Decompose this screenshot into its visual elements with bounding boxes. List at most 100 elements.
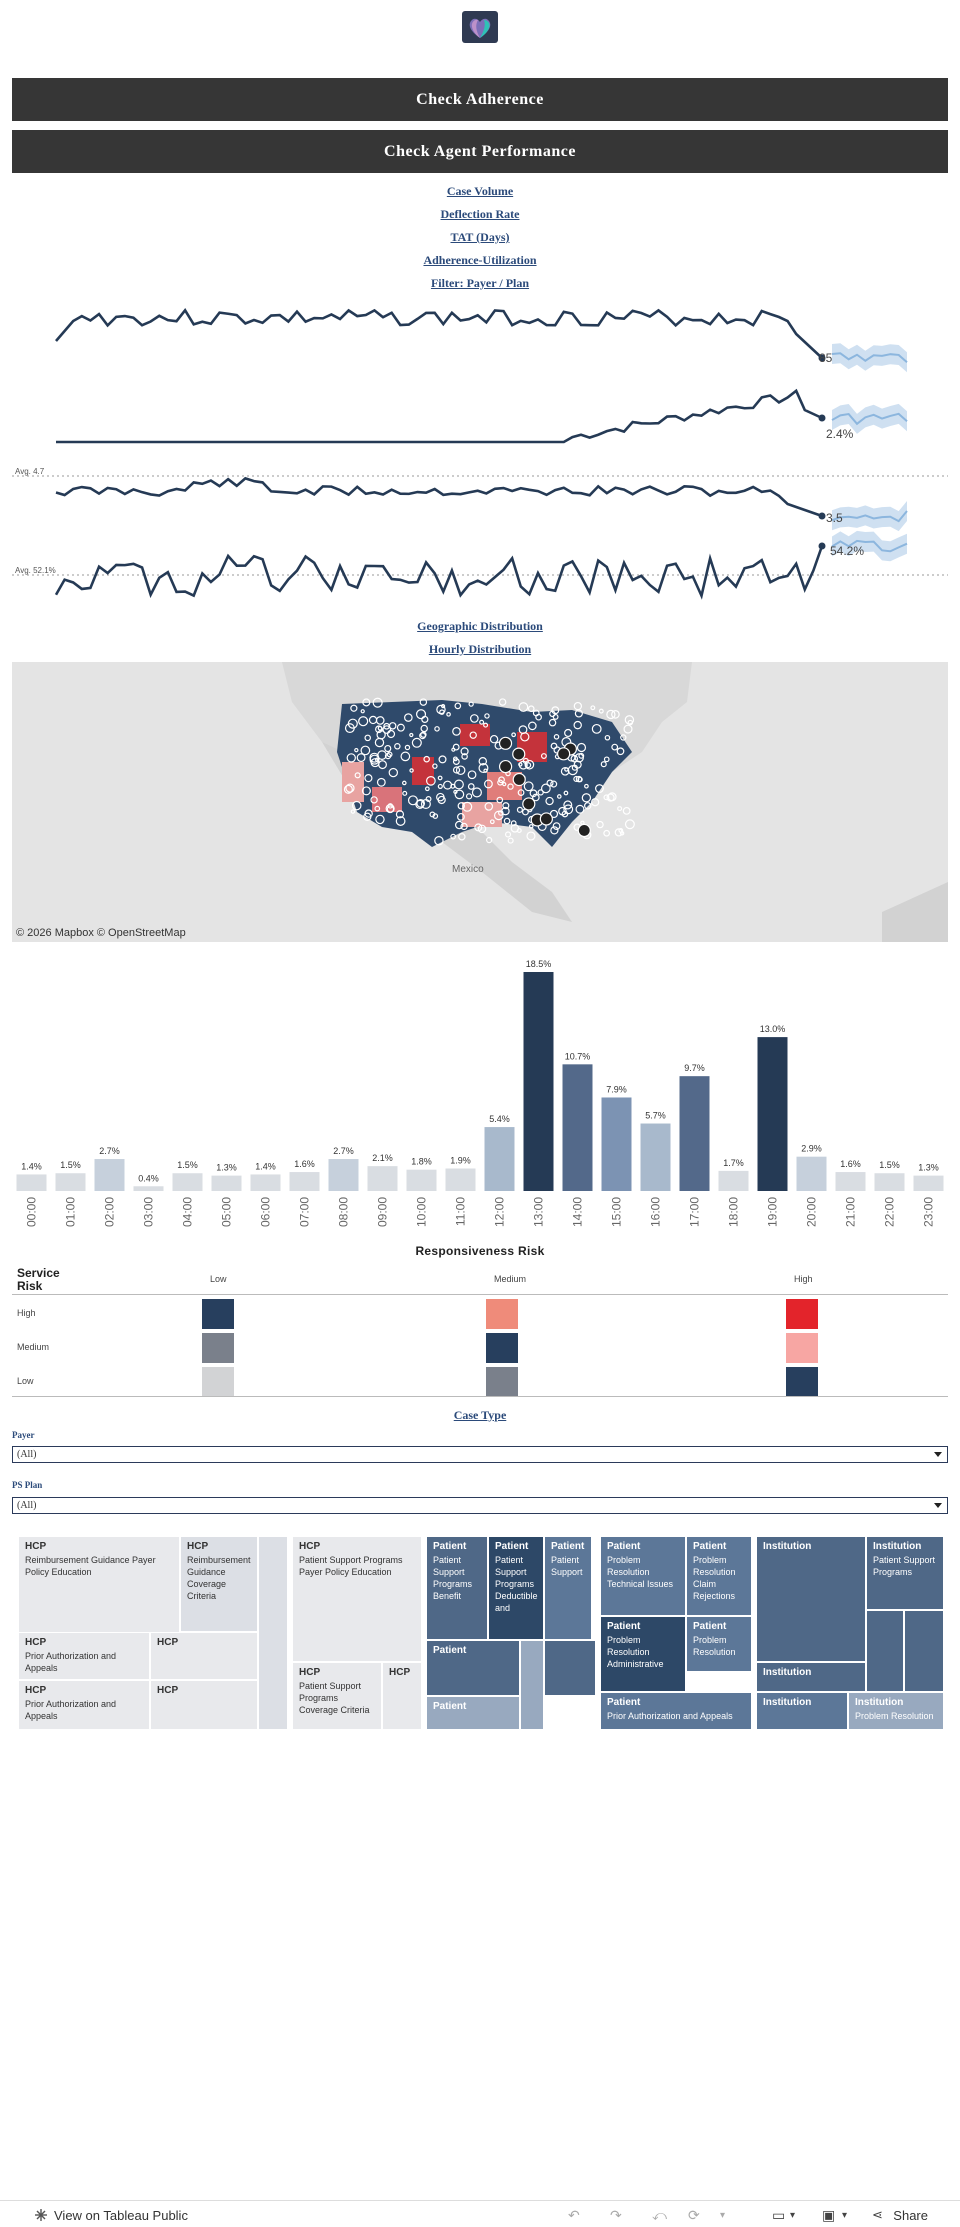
treemap-tile[interactable]	[258, 1536, 288, 1730]
treemap-tile[interactable]: Patient Prior Authorization and Appeals	[600, 1692, 752, 1730]
treemap-tile[interactable]	[904, 1610, 944, 1692]
view-on-tableau-link[interactable]: View on Tableau Public	[54, 2208, 188, 2223]
treemap-tile[interactable]: Patient	[426, 1696, 520, 1730]
hour-bar[interactable]	[367, 1166, 398, 1191]
treemap-tile[interactable]: Institution Problem Resolution	[848, 1692, 944, 1730]
treemap-tile[interactable]: HCP	[150, 1632, 258, 1680]
hour-bar[interactable]	[16, 1174, 47, 1191]
treemap-tile[interactable]: Patient Problem Resolution Administrative	[600, 1616, 686, 1692]
refresh-icon[interactable]: ⟳	[688, 2207, 700, 2223]
tile-title: Patient	[551, 1541, 585, 1552]
bar-value-label: 1.6%	[840, 1159, 861, 1169]
treemap-tile[interactable]: Institution	[756, 1692, 848, 1730]
hour-tick-label: 07:00	[298, 1197, 312, 1227]
treemap-tile[interactable]: Institution	[756, 1536, 866, 1662]
hour-bar[interactable]	[523, 972, 554, 1191]
redo-icon[interactable]: ↷	[610, 2207, 622, 2223]
risk-cell[interactable]	[486, 1333, 518, 1363]
tat-days-link[interactable]: TAT (Days)	[450, 230, 510, 244]
hour-bar[interactable]	[757, 1037, 788, 1191]
map-point	[386, 729, 396, 739]
hour-bar[interactable]	[796, 1156, 827, 1191]
treemap-tile[interactable]: Patient	[426, 1640, 520, 1696]
treemap-tile[interactable]: Patient Problem Resolution Technical Issu…	[600, 1536, 686, 1616]
treemap-tile[interactable]: Patient Problem Resolution	[686, 1616, 752, 1672]
case-type-treemap[interactable]: HCP Reimbursement Guidance Payer Policy E…	[18, 1536, 944, 1730]
deflection-rate-link[interactable]: Deflection Rate	[440, 207, 520, 221]
hour-bar[interactable]	[406, 1169, 437, 1191]
hour-bar[interactable]	[601, 1097, 632, 1191]
risk-cell[interactable]	[202, 1333, 234, 1363]
chevron-down-icon[interactable]: ▾	[842, 2210, 848, 2221]
hour-bar[interactable]	[562, 1064, 593, 1191]
hour-bar[interactable]	[328, 1159, 359, 1191]
check-adherence-button[interactable]: Check Adherence	[12, 78, 948, 121]
treemap-tile[interactable]: HCP Reimbursement Guidance Coverage Crite…	[180, 1536, 258, 1632]
chevron-down-icon[interactable]: ▾	[720, 2210, 726, 2221]
treemap-tile[interactable]: HCP	[150, 1680, 258, 1730]
case-volume-link[interactable]: Case Volume	[446, 184, 514, 198]
hour-bar[interactable]	[913, 1175, 944, 1191]
hour-bar[interactable]	[640, 1123, 671, 1191]
treemap-tile[interactable]: Patient Problem Resolution Claim Rejectio…	[686, 1536, 752, 1616]
tile-title: Patient	[433, 1701, 467, 1712]
risk-cell[interactable]	[786, 1299, 818, 1329]
tile-title: HCP	[157, 1685, 179, 1696]
adherence-utilization-link[interactable]: Adherence-Utilization	[423, 253, 537, 267]
hour-bar[interactable]	[211, 1175, 242, 1191]
hourly-distribution-link[interactable]: Hourly Distribution	[428, 642, 532, 656]
hour-bar[interactable]	[874, 1173, 905, 1191]
share-icon[interactable]: ⋖	[872, 2207, 883, 2222]
treemap-tile[interactable]	[544, 1640, 596, 1696]
hour-bar[interactable]	[484, 1127, 515, 1191]
present-icon[interactable]: ▭	[772, 2207, 786, 2223]
hour-bar[interactable]	[55, 1173, 86, 1191]
chevron-down-icon[interactable]: ▾	[790, 2210, 796, 2221]
share-button[interactable]: Share	[893, 2208, 928, 2223]
tile-title: Institution	[855, 1697, 904, 1708]
hour-bar[interactable]	[172, 1173, 203, 1191]
map-point	[460, 822, 468, 831]
treemap-tile[interactable]: Patient Patient Support Programs Benefit	[426, 1536, 488, 1640]
filter-payer-plan-link[interactable]: Filter: Payer / Plan	[430, 276, 530, 290]
treemap-tile[interactable]	[866, 1610, 904, 1692]
hour-bar[interactable]	[718, 1170, 749, 1191]
undo-icon[interactable]: ↶	[568, 2207, 580, 2223]
treemap-tile[interactable]: HCP Patient Support Programs Payer Policy…	[292, 1536, 422, 1662]
map-point	[540, 783, 551, 794]
case-type-link[interactable]: Case Type	[453, 1408, 507, 1422]
treemap-tile[interactable]	[520, 1640, 544, 1730]
hour-bar[interactable]	[445, 1168, 476, 1191]
hour-bar[interactable]	[133, 1186, 164, 1191]
tile-title: HCP	[299, 1541, 321, 1552]
hour-bar[interactable]	[289, 1172, 320, 1191]
map-point	[484, 802, 494, 811]
revert-icon[interactable]: ⤺	[652, 2207, 667, 2223]
hour-tick-label: 09:00	[376, 1197, 390, 1227]
risk-cell[interactable]	[486, 1367, 518, 1397]
geographic-map[interactable]: Mexico © 2026 Mapbox © OpenStreetMap	[12, 662, 948, 942]
risk-cell[interactable]	[786, 1333, 818, 1363]
hour-bar[interactable]	[94, 1159, 125, 1191]
payer-select[interactable]: (All)	[12, 1446, 948, 1463]
hour-bar[interactable]	[835, 1172, 866, 1191]
hour-bar[interactable]	[250, 1174, 281, 1191]
treemap-tile[interactable]: HCP Prior Authorization and Appeals	[18, 1680, 150, 1730]
bar-value-label: 2.7%	[333, 1146, 354, 1156]
treemap-tile[interactable]: Institution Patient Support Programs	[866, 1536, 944, 1610]
risk-cell[interactable]	[786, 1367, 818, 1397]
risk-cell[interactable]	[486, 1299, 518, 1329]
geographic-distribution-link[interactable]: Geographic Distribution	[417, 619, 543, 633]
risk-cell[interactable]	[202, 1367, 234, 1397]
treemap-tile[interactable]: Patient Patient Support Programs Deductib…	[488, 1536, 544, 1640]
check-agent-performance-button[interactable]: Check Agent Performance	[12, 130, 948, 173]
risk-cell[interactable]	[202, 1299, 234, 1329]
treemap-tile[interactable]: Institution	[756, 1662, 866, 1692]
plan-select[interactable]: (All)	[12, 1497, 948, 1514]
treemap-tile[interactable]: HCP Patient Support Programs Coverage Cri…	[292, 1662, 382, 1730]
treemap-tile[interactable]: HCP Prior Authorization and Appeals	[18, 1632, 150, 1680]
hour-bar[interactable]	[679, 1076, 710, 1191]
treemap-tile[interactable]: Patient Patient Support	[544, 1536, 592, 1640]
treemap-tile[interactable]: HCP	[382, 1662, 422, 1730]
device-layout-icon[interactable]: ▣	[822, 2207, 836, 2223]
